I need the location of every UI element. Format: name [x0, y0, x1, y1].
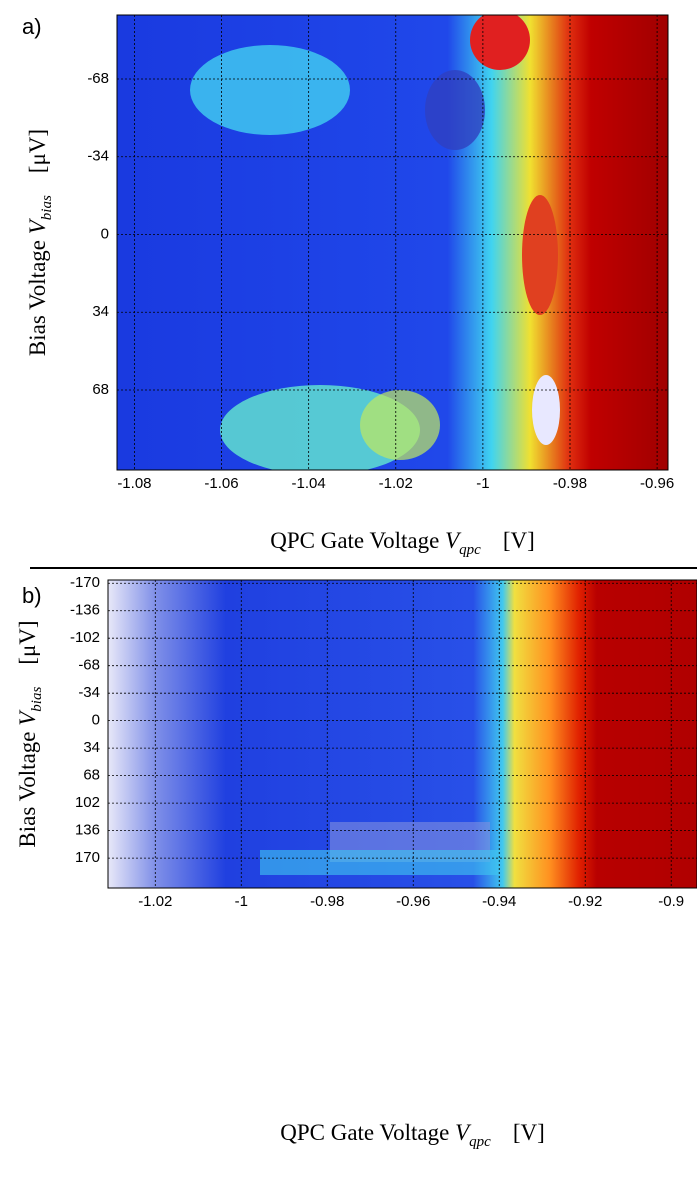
plot-frame: [107, 579, 697, 889]
axis-symbol: V: [455, 1120, 472, 1145]
x-tick-label: -1: [476, 475, 489, 492]
y-tick-label: 0: [92, 712, 100, 729]
x-tick-label: -0.96: [396, 893, 430, 910]
y-tick-label: -34: [87, 148, 109, 165]
axis-label-text: QPC Gate Voltage: [270, 528, 439, 553]
axis-unit: [μV]: [25, 129, 50, 173]
x-tick-label: -0.96: [640, 475, 674, 492]
axis-label: Bias Voltage Vbias [μV]: [25, 129, 55, 356]
x-tick-label: -0.9: [658, 893, 684, 910]
x-tick-label: -0.92: [568, 893, 602, 910]
y-tick-label: -102: [70, 629, 100, 646]
y-tick-label: -68: [87, 70, 109, 87]
x-tick-label: -1.06: [204, 475, 238, 492]
y-tick-label: -34: [78, 684, 100, 701]
x-tick-label: -1.04: [292, 475, 326, 492]
axis-label: Bias Voltage Vbias [μV]: [15, 620, 45, 847]
axis-unit: [μV]: [15, 620, 40, 664]
heatmap-image: [117, 15, 668, 470]
axis-symbol: V: [445, 528, 462, 553]
x-tick-label: -0.94: [482, 893, 516, 910]
axis-unit: [V]: [513, 1120, 545, 1145]
y-tick-label: 68: [92, 381, 109, 398]
axis-unit: [V]: [503, 528, 535, 553]
axis-label-text: QPC Gate Voltage: [280, 1120, 449, 1145]
plot-frame: [116, 14, 669, 471]
x-tick-label: -1.02: [379, 475, 413, 492]
y-tick-label: -136: [70, 602, 100, 619]
axis-subscript: qpc: [459, 542, 481, 558]
y-tick-label: 0: [101, 225, 109, 242]
x-tick-label: -1.02: [138, 893, 172, 910]
axis-symbol: V: [15, 709, 40, 726]
panel-label: b): [22, 583, 42, 608]
y-tick-label: -68: [78, 657, 100, 674]
axis-subscript: qpc: [469, 1134, 491, 1150]
panel-label: a): [22, 14, 42, 39]
x-tick-label: -0.98: [310, 893, 344, 910]
y-tick-label: 34: [83, 739, 100, 756]
heatmap-image: [108, 580, 697, 888]
x-tick-label: -0.98: [553, 475, 587, 492]
axis-subscript: bias: [29, 687, 45, 712]
y-tick-label: 170: [75, 849, 100, 866]
axis-label: QPC Gate Voltage Vqpc [V]: [270, 528, 535, 558]
x-tick-label: -1: [235, 893, 248, 910]
x-tick-label: -1.08: [117, 475, 151, 492]
y-tick-label: 102: [75, 794, 100, 811]
axis-subscript: bias: [39, 195, 55, 220]
y-tick-label: -170: [70, 574, 100, 591]
axis-label-text: Bias Voltage: [15, 732, 40, 848]
axis-label: QPC Gate Voltage Vqpc [V]: [280, 1120, 545, 1150]
y-tick-label: 136: [75, 822, 100, 839]
axis-label-text: Bias Voltage: [25, 240, 50, 356]
y-tick-label: 34: [92, 303, 109, 320]
y-tick-label: 68: [83, 767, 100, 784]
axis-symbol: V: [25, 217, 50, 234]
